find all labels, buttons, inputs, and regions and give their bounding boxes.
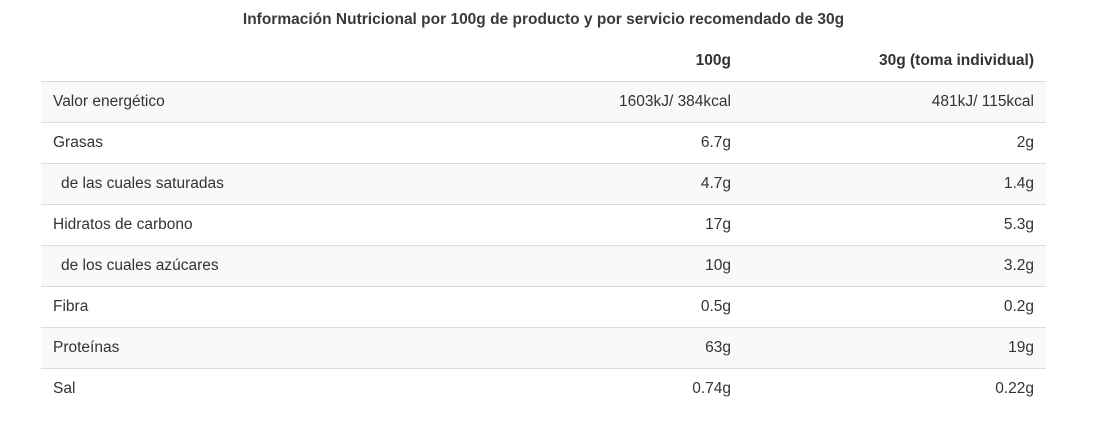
row-value-30g: 481kJ/ 115kcal (743, 81, 1046, 123)
row-label: de los cuales azúcares (41, 245, 441, 287)
table-row: de las cuales saturadas 4.7g 1.4g (41, 163, 1046, 205)
row-label: Hidratos de carbono (41, 204, 441, 246)
header-label (41, 40, 441, 82)
row-value-30g: 2g (743, 122, 1046, 164)
table-body: Valor energético 1603kJ/ 384kcal 481kJ/ … (41, 81, 1046, 409)
header-row: 100g 30g (toma individual) (41, 40, 1046, 82)
table-caption: Información Nutricional por 100g de prod… (242, 11, 845, 28)
row-value-30g: 0.22g (743, 368, 1046, 409)
row-label: Fibra (41, 286, 441, 328)
row-value-100g: 6.7g (441, 122, 743, 164)
row-label: Proteínas (41, 327, 441, 369)
row-value-30g: 3.2g (743, 245, 1046, 287)
table-header: 100g 30g (toma individual) (41, 40, 1046, 82)
header-per-30g: 30g (toma individual) (743, 40, 1046, 82)
row-label: Valor energético (41, 81, 441, 123)
row-value-30g: 5.3g (743, 204, 1046, 246)
table-row: Sal 0.74g 0.22g (41, 368, 1046, 409)
row-label: Sal (41, 368, 441, 409)
row-value-100g: 0.5g (441, 286, 743, 328)
row-value-30g: 0.2g (743, 286, 1046, 328)
row-value-30g: 1.4g (743, 163, 1046, 205)
row-value-100g: 0.74g (441, 368, 743, 409)
table-row: Valor energético 1603kJ/ 384kcal 481kJ/ … (41, 81, 1046, 123)
row-label: de las cuales saturadas (41, 163, 441, 205)
nutrition-table: 100g 30g (toma individual) Valor energét… (41, 40, 1046, 409)
table-row: Fibra 0.5g 0.2g (41, 286, 1046, 328)
row-label: Grasas (41, 122, 441, 164)
row-value-100g: 17g (441, 204, 743, 246)
row-value-100g: 10g (441, 245, 743, 287)
row-value-100g: 63g (441, 327, 743, 369)
row-value-100g: 4.7g (441, 163, 743, 205)
table-row: Proteínas 63g 19g (41, 327, 1046, 369)
row-value-30g: 19g (743, 327, 1046, 369)
header-per-100g: 100g (441, 40, 743, 82)
table-row: Grasas 6.7g 2g (41, 122, 1046, 164)
table-row: de los cuales azúcares 10g 3.2g (41, 245, 1046, 287)
row-value-100g: 1603kJ/ 384kcal (441, 81, 743, 123)
table-row: Hidratos de carbono 17g 5.3g (41, 204, 1046, 246)
